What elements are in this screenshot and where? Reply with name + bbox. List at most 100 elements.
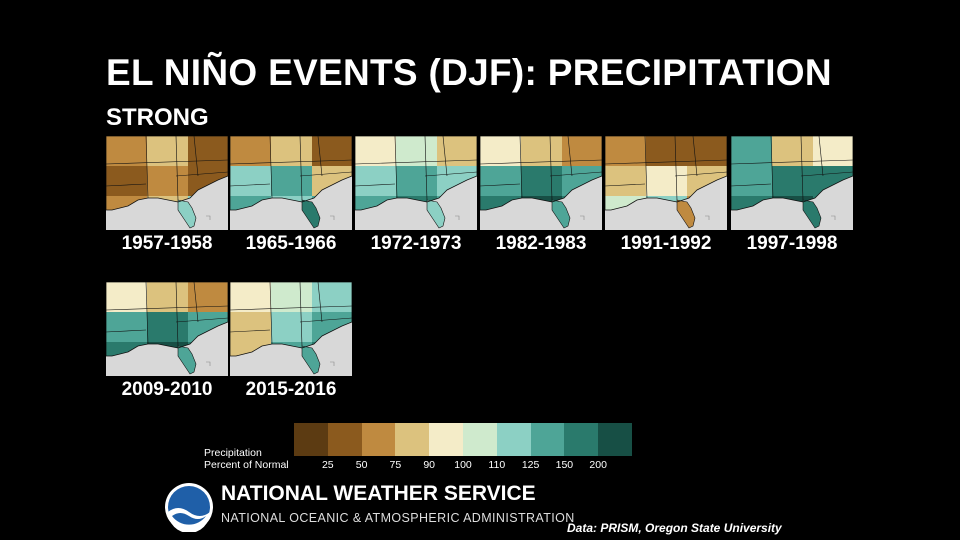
precip-map [480,136,602,230]
legend-title: Precipitation Percent of Normal [204,447,289,471]
legend-swatch [462,423,497,456]
state-border [145,136,149,199]
state-border [355,183,396,187]
florida-region [551,199,571,229]
state-border [106,159,228,165]
map-panel: 2009-2010 [106,282,228,401]
coastline [106,282,228,357]
legend-swatch [530,423,565,456]
state-border [317,282,323,323]
precip-region [396,136,437,166]
state-border [230,329,271,333]
precip-region [480,136,521,166]
florida-region [426,199,446,229]
island-mark [831,215,836,220]
precip-map [106,282,228,376]
legend-tick-label: 150 [555,459,574,471]
precip-region [230,166,271,196]
state-border [480,159,602,165]
precip-region [355,136,396,166]
state-border [269,136,273,199]
precip-region [562,136,602,166]
map-panel: 2015-2016 [230,282,352,401]
state-border [106,329,147,333]
legend-tick-label: 200 [589,459,607,471]
map-year-label: 1997-1998 [746,233,838,254]
precip-region [188,282,228,312]
precip-region [271,282,312,312]
state-border [299,317,352,323]
parent-organization: NATIONAL OCEANIC & ATMOSPHERIC ADMINISTR… [221,511,575,525]
precip-region [147,136,188,166]
precip-region [646,136,687,166]
state-border [175,317,228,323]
state-border [317,136,323,177]
precip-region [772,166,813,196]
precip-region [687,136,727,166]
precip-map [355,136,477,230]
precip-region [230,282,271,312]
state-border [731,183,772,187]
precip-region [605,136,646,166]
state-border [145,282,149,345]
coastline [230,136,352,211]
map-year-label: 2015-2016 [245,379,337,400]
state-border [269,282,273,345]
state-border [674,171,727,177]
precip-map [605,136,727,230]
florida-region [802,199,822,229]
state-border [424,136,428,201]
map-year-label: 1982-1983 [495,233,587,254]
legend-tick-label: 25 [321,459,334,471]
legend-swatch [564,423,599,456]
map-year-label: 1972-1973 [370,233,462,254]
coastline [355,136,477,211]
state-border [549,136,553,201]
state-border [692,136,698,177]
map-panel: 1991-1992 [605,136,727,255]
noaa-logo-icon [165,483,213,532]
state-border [175,171,228,177]
precip-region [312,136,352,166]
coastline [480,136,602,211]
coastline [230,282,352,357]
map-year-label: 1957-1958 [121,233,213,254]
florida-region [676,199,696,229]
map-year-label: 1965-1966 [245,233,337,254]
state-border [106,305,228,311]
precip-map [230,282,352,376]
precip-region [646,166,687,196]
state-border [193,136,199,177]
state-border [800,136,804,201]
florida-region [301,199,321,229]
map-panel: 1957-1958 [106,136,228,255]
state-border [770,136,774,199]
state-border [175,136,179,201]
precip-region [521,136,562,166]
state-border [299,136,303,201]
precip-region [188,136,228,166]
legend-title-line2: Percent of Normal [204,459,289,471]
legend-swatch [598,423,632,456]
island-mark [580,215,585,220]
island-mark [206,361,211,366]
florida-region [177,345,197,375]
precip-map [230,136,352,230]
state-border [106,183,147,187]
state-border [674,136,678,201]
organization-name: NATIONAL WEATHER SERVICE [221,482,536,505]
precip-region [147,312,188,342]
florida-region [301,345,321,375]
precip-region [396,166,437,196]
legend-swatch [294,423,328,456]
map-panel: 1997-1998 [731,136,853,255]
precip-region [230,312,271,342]
florida-region [177,199,197,229]
state-border [605,183,646,187]
state-border [567,136,573,177]
legend-tick-label: 100 [454,459,472,471]
precip-region [772,136,813,166]
precip-region [480,166,521,196]
state-border [424,171,477,177]
